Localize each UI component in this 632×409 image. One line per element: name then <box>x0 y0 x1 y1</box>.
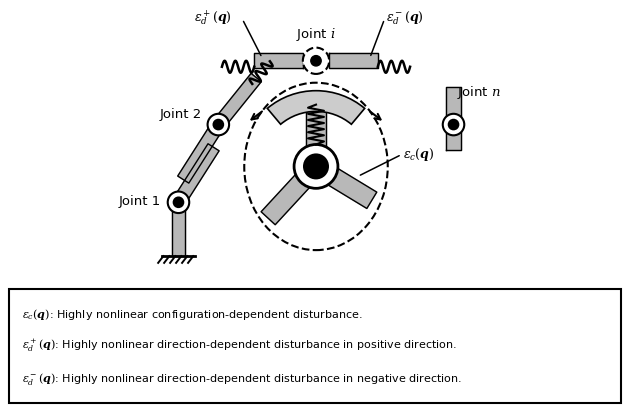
Polygon shape <box>254 54 303 69</box>
Circle shape <box>294 145 338 189</box>
Text: Joint 2: Joint 2 <box>159 108 202 121</box>
Text: $\epsilon_c(\boldsymbol{q})$: Highly nonlinear configuration-dependent disturban: $\epsilon_c(\boldsymbol{q})$: Highly non… <box>21 306 363 321</box>
Polygon shape <box>178 122 224 184</box>
Text: Joint $n$: Joint $n$ <box>457 84 501 101</box>
Text: $\epsilon_d^+(\boldsymbol{q})$: Highly nonlinear direction-dependent disturbance: $\epsilon_d^+(\boldsymbol{q})$: Highly n… <box>21 337 457 354</box>
Polygon shape <box>213 74 261 129</box>
Circle shape <box>303 49 329 75</box>
Circle shape <box>449 121 458 130</box>
Polygon shape <box>311 159 377 209</box>
Text: $\epsilon_c(\boldsymbol{q})$: $\epsilon_c(\boldsymbol{q})$ <box>403 146 434 162</box>
Circle shape <box>311 56 321 67</box>
Text: Joint 1: Joint 1 <box>118 194 161 207</box>
Polygon shape <box>261 161 323 225</box>
Text: $\epsilon_d^+(\boldsymbol{q})$: $\epsilon_d^+(\boldsymbol{q})$ <box>195 9 232 27</box>
Text: $\epsilon_d^-(\boldsymbol{q})$: $\epsilon_d^-(\boldsymbol{q})$ <box>386 9 424 27</box>
Polygon shape <box>446 88 461 151</box>
Circle shape <box>304 155 328 179</box>
FancyBboxPatch shape <box>9 289 621 402</box>
Polygon shape <box>173 144 219 206</box>
Polygon shape <box>172 203 185 256</box>
Circle shape <box>214 121 223 130</box>
Wedge shape <box>267 92 365 125</box>
Circle shape <box>174 198 183 208</box>
Circle shape <box>443 115 465 136</box>
Text: $\epsilon_d^-(\boldsymbol{q})$: Highly nonlinear direction-dependent disturbance: $\epsilon_d^-(\boldsymbol{q})$: Highly n… <box>21 370 462 386</box>
Circle shape <box>207 115 229 136</box>
Polygon shape <box>307 106 325 167</box>
Circle shape <box>167 192 189 213</box>
Polygon shape <box>329 54 378 69</box>
Text: Joint $i$: Joint $i$ <box>296 26 336 43</box>
